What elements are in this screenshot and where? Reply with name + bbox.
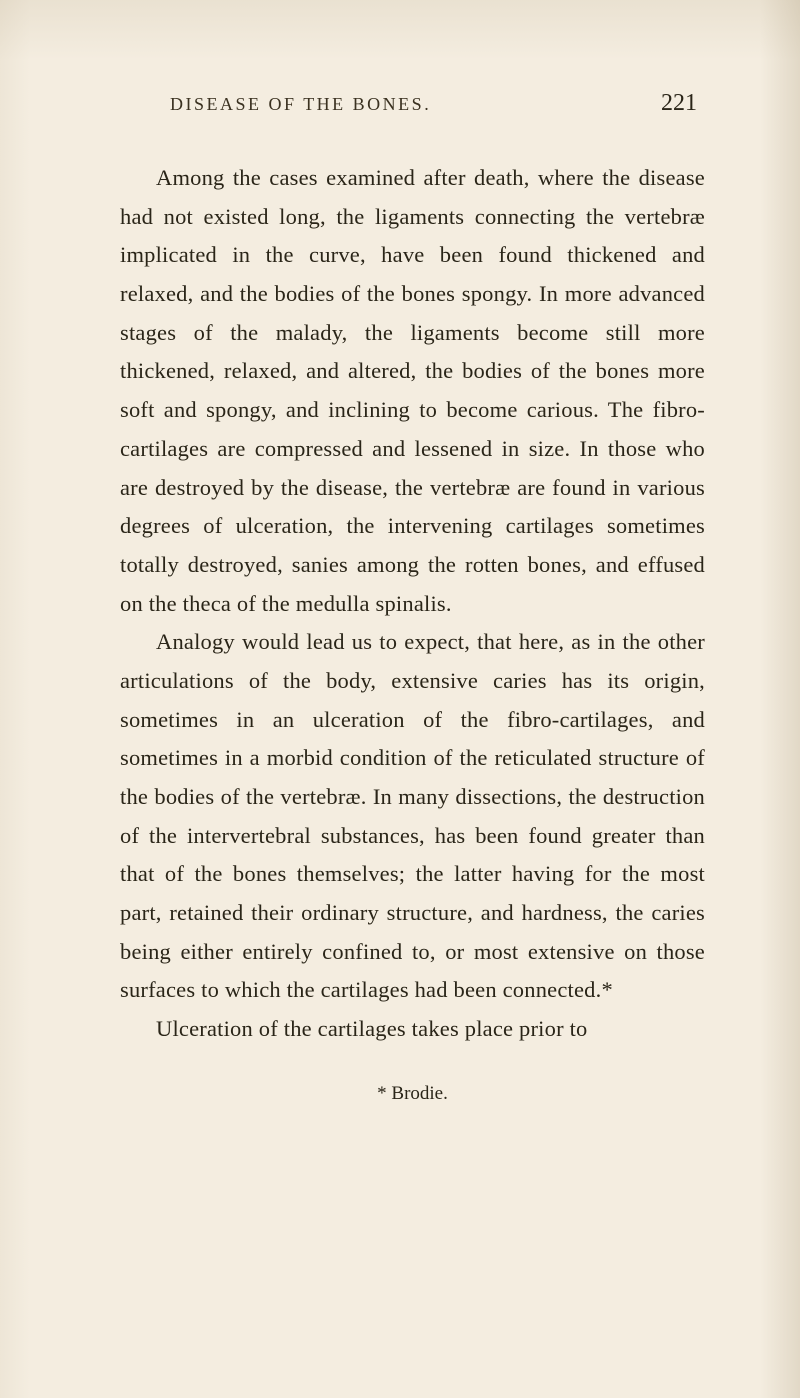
running-head: DISEASE OF THE BONES.: [170, 94, 431, 115]
paragraph: Analogy would lead us to expect, that he…: [120, 623, 705, 1010]
paragraph: Ulceration of the cartilages takes place…: [120, 1010, 705, 1049]
footnote-marker: *: [377, 1083, 387, 1104]
body-text: Among the cases examined after death, wh…: [120, 159, 705, 1049]
page-number: 221: [661, 90, 697, 117]
paragraph: Among the cases examined after death, wh…: [120, 159, 705, 623]
page-container: DISEASE OF THE BONES. 221 Among the case…: [0, 0, 800, 1165]
page-header: DISEASE OF THE BONES. 221: [120, 90, 705, 117]
footnote-text: Brodie.: [391, 1083, 447, 1104]
footnote: * Brodie.: [120, 1083, 705, 1105]
